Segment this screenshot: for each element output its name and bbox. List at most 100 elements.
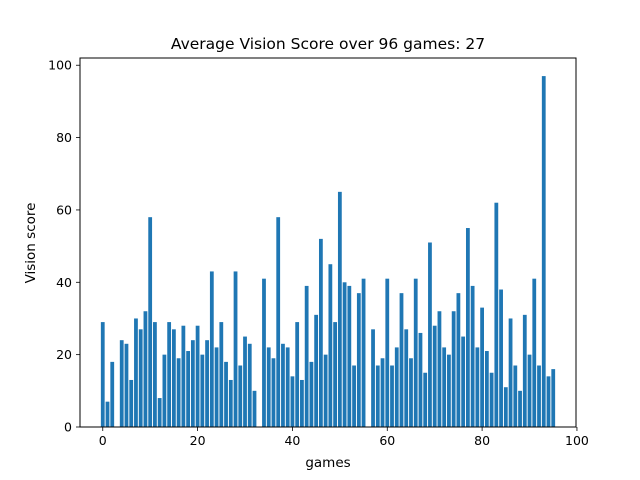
- bar-game-78: [470, 285, 475, 427]
- bar-game-53: [352, 365, 356, 427]
- bar-game-38: [281, 343, 285, 427]
- bar-game-24: [214, 347, 219, 427]
- bar-game-74: [451, 311, 456, 427]
- y-axis-ticks: 0 20 40 60 80 100: [48, 58, 80, 435]
- bar-game-82: [489, 372, 494, 427]
- bar-game-31: [247, 343, 252, 427]
- chart-title: Average Vision Score over 96 games: 27: [171, 35, 485, 53]
- bar-game-50: [337, 191, 342, 427]
- bar-game-29: [238, 365, 243, 427]
- x-axis-label: games: [305, 455, 350, 471]
- plot-frame: [79, 57, 577, 428]
- bar-game-10: [148, 217, 153, 427]
- bar-game-5: [124, 343, 129, 427]
- bar-game-17: [181, 325, 186, 427]
- x-tick-label: 80: [474, 433, 490, 448]
- bar-game-7: [134, 318, 138, 427]
- bar-game-32: [252, 390, 257, 427]
- bar-game-89: [522, 314, 527, 427]
- bar-game-88: [518, 390, 522, 427]
- bar-game-2: [110, 361, 115, 427]
- bar-game-77: [465, 228, 470, 427]
- bar-game-90: [527, 354, 532, 427]
- bar-game-62: [394, 347, 399, 427]
- bar-game-67: [418, 332, 423, 427]
- bar-game-18: [186, 351, 191, 427]
- bar-game-87: [513, 365, 518, 427]
- bar-game-43: [304, 285, 309, 427]
- bar-game-93: [541, 76, 546, 427]
- bar-game-64: [404, 329, 409, 427]
- bar-game-57: [371, 329, 375, 427]
- x-tick-label: 40: [284, 433, 300, 448]
- bar-game-91: [532, 278, 537, 427]
- bar-game-58: [375, 365, 380, 427]
- bar-game-83: [494, 202, 499, 427]
- bar-game-94: [546, 376, 551, 427]
- bar-game-54: [356, 293, 361, 427]
- bar-game-86: [508, 318, 513, 427]
- bar-game-61: [390, 365, 394, 427]
- bar-game-14: [167, 322, 172, 427]
- bar-game-79: [475, 347, 480, 427]
- bar-game-41: [295, 322, 300, 427]
- bar-game-65: [409, 358, 413, 427]
- bar-game-47: [323, 354, 328, 427]
- bar-game-8: [138, 329, 143, 427]
- x-tick-label: 20: [190, 433, 206, 448]
- bar-game-19: [190, 340, 195, 427]
- bar-game-52: [347, 285, 352, 427]
- bar-game-36: [271, 358, 276, 427]
- bar-game-59: [380, 358, 385, 427]
- bar-game-30: [243, 336, 247, 427]
- bar-game-95: [551, 369, 556, 427]
- bar-game-45: [314, 314, 319, 427]
- bar-game-40: [290, 376, 295, 427]
- bar-game-0: [100, 322, 105, 427]
- bar-game-11: [153, 322, 157, 427]
- bar-game-75: [456, 293, 461, 427]
- bar-game-6: [129, 379, 134, 427]
- bar-game-84: [499, 289, 503, 427]
- y-tick-label: 40: [56, 275, 72, 290]
- bar-game-27: [228, 379, 233, 427]
- bar-game-1: [105, 401, 110, 427]
- bar-game-44: [309, 361, 314, 427]
- y-tick-label: 60: [56, 202, 72, 217]
- bar-game-70: [432, 325, 437, 427]
- bar-game-81: [484, 351, 489, 427]
- y-tick-label: 100: [48, 58, 72, 73]
- x-axis-ticks: 0 20 40 60 80 100: [99, 427, 589, 448]
- bar-game-46: [318, 238, 323, 427]
- bar-game-63: [399, 293, 404, 427]
- bar-game-28: [233, 271, 238, 427]
- bar-game-23: [209, 271, 214, 427]
- y-tick-label: 80: [56, 130, 72, 145]
- bar-game-37: [276, 217, 281, 427]
- bar-game-80: [480, 307, 484, 427]
- bar-game-48: [328, 264, 333, 427]
- x-tick-label: 0: [99, 433, 107, 448]
- bar-game-34: [262, 278, 266, 427]
- bar-game-35: [266, 347, 271, 427]
- bar-game-92: [537, 365, 541, 427]
- bar-game-76: [461, 336, 466, 427]
- bar-game-42: [300, 379, 304, 427]
- bar-game-68: [423, 372, 428, 427]
- bar-game-72: [442, 347, 447, 427]
- bar-game-26: [224, 361, 228, 427]
- bar-game-22: [205, 340, 209, 427]
- bar-game-60: [385, 278, 390, 427]
- bars-group: [100, 76, 556, 427]
- bar-game-69: [428, 242, 432, 427]
- bar-game-51: [342, 282, 347, 427]
- bar-game-12: [157, 398, 162, 427]
- y-axis-label: Vision score: [23, 203, 39, 284]
- bar-game-4: [119, 340, 124, 427]
- y-tick-label: 20: [56, 347, 72, 362]
- bar-game-21: [200, 354, 205, 427]
- bar-game-66: [413, 278, 418, 427]
- x-tick-label: 60: [379, 433, 395, 448]
- bar-game-71: [437, 311, 442, 427]
